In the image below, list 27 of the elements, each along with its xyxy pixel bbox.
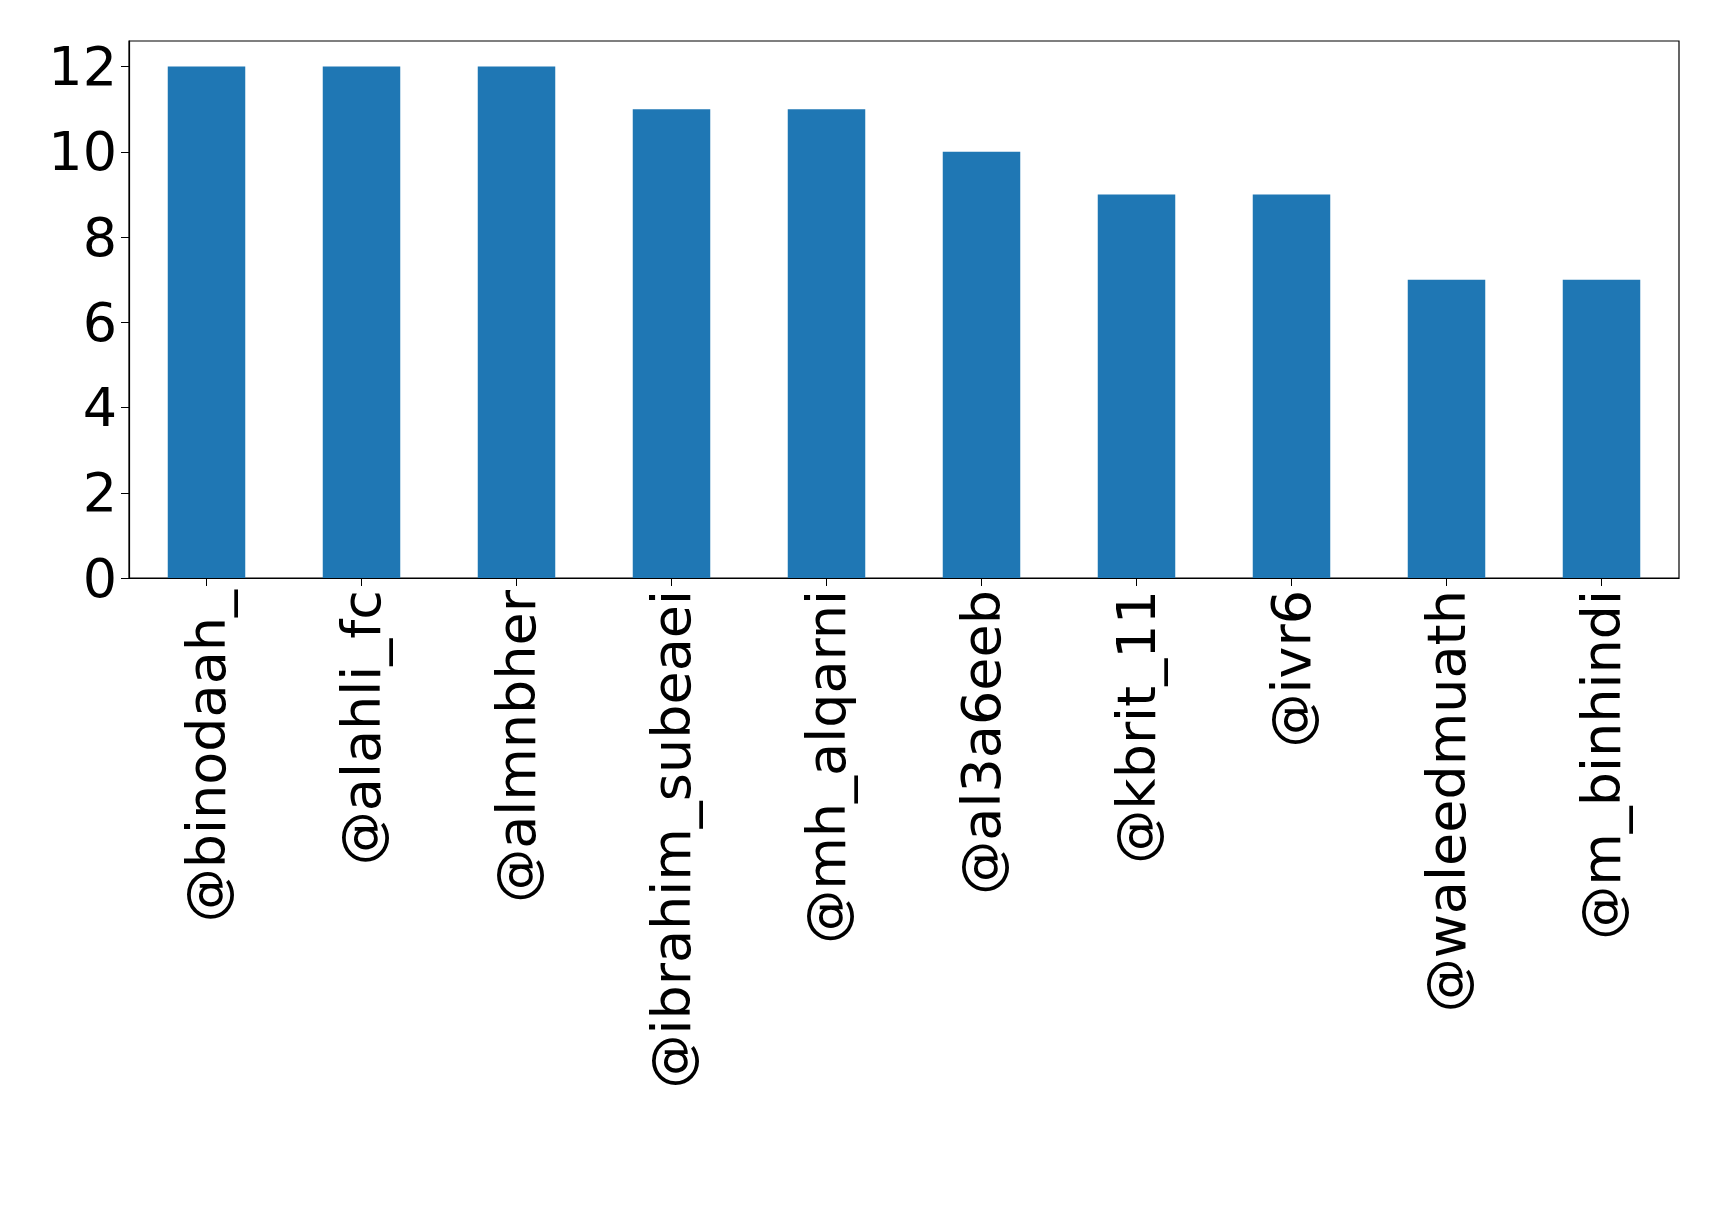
y-tick-label: 8	[82, 205, 117, 269]
bar	[632, 109, 711, 578]
bar	[1252, 194, 1331, 578]
y-tick-label: 10	[48, 120, 117, 184]
bar	[942, 151, 1021, 578]
bar	[787, 109, 866, 578]
x-tick-label: @m_binhindi	[1570, 590, 1633, 940]
bar	[1097, 194, 1176, 578]
x-tick-label: @ivr6	[1260, 590, 1323, 748]
x-tick-label: @binodaah_	[175, 589, 238, 923]
bar	[167, 66, 246, 578]
bar	[477, 66, 556, 578]
x-tick-label: @ibrahim_subeaei	[640, 590, 703, 1089]
x-tick-label: @alahli_fc	[330, 590, 393, 866]
x-tick-label: @mh_alqarni	[795, 590, 858, 944]
bar	[1407, 279, 1486, 578]
y-tick-label: 4	[82, 376, 117, 440]
x-tick-label: @kbrit_11	[1105, 590, 1168, 864]
bar	[1562, 279, 1641, 578]
x-tick-label: @waleedmuath	[1415, 590, 1478, 1013]
y-tick-label: 2	[82, 461, 117, 525]
y-tick-label: 12	[48, 35, 117, 99]
bar	[322, 66, 401, 578]
y-tick-label: 0	[82, 546, 117, 610]
x-tick-label: @almnbher	[485, 589, 548, 903]
x-tick-label: @al3a6eeb	[950, 590, 1013, 895]
y-tick-label: 6	[82, 290, 117, 354]
